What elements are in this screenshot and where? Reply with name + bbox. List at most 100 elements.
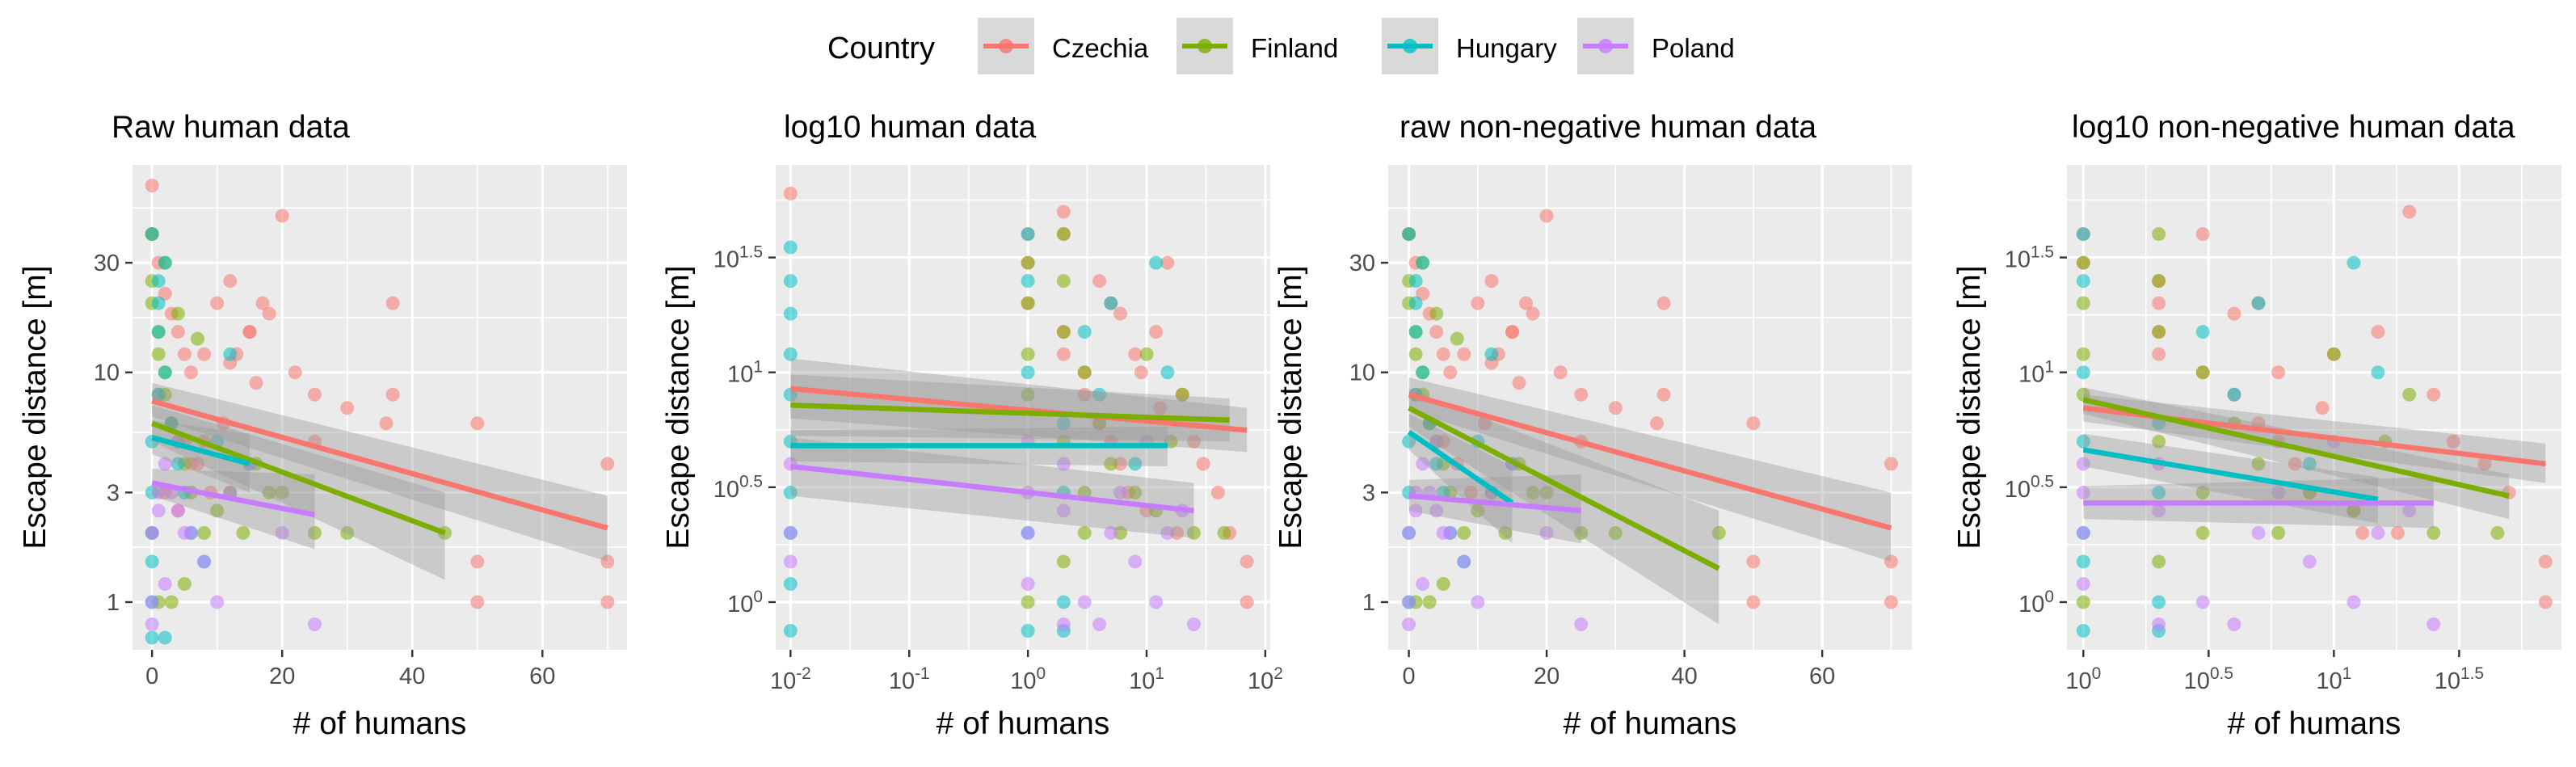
data-point	[2302, 457, 2317, 471]
y-tick-label-exp: 0	[2044, 588, 2054, 606]
data-point	[1240, 595, 1254, 609]
data-point	[2076, 457, 2090, 471]
data-point	[1160, 525, 1175, 540]
data-point	[1402, 525, 1416, 540]
data-point	[1422, 595, 1437, 609]
data-point	[145, 630, 159, 645]
data-point	[1539, 525, 1554, 540]
data-point	[379, 416, 394, 431]
x-tick-label: 40	[1671, 664, 1697, 689]
data-point	[307, 617, 322, 632]
data-point	[1746, 416, 1761, 431]
data-point	[1056, 227, 1071, 242]
data-point	[1217, 525, 1231, 540]
x-tick-label: 60	[529, 664, 555, 689]
data-point	[1160, 365, 1175, 380]
x-tick-label-base: 10	[2184, 668, 2210, 694]
data-point	[1104, 296, 1118, 310]
trend-line-hungary	[151, 435, 250, 466]
data-point	[1457, 554, 1471, 569]
legend-label: Poland	[1652, 33, 1735, 63]
data-point	[183, 525, 198, 540]
trend-line-finland	[2082, 397, 2510, 499]
data-point	[2076, 255, 2090, 270]
data-point	[2271, 365, 2286, 380]
data-point	[1484, 347, 1499, 361]
trend-line-hungary	[2082, 447, 2379, 503]
legend-label: Finland	[1251, 33, 1338, 63]
data-point	[2227, 617, 2241, 632]
data-point	[1711, 525, 1726, 540]
data-point	[340, 401, 355, 415]
panel-background	[133, 165, 627, 650]
legend-label: Czechia	[1052, 33, 1149, 63]
data-point	[1104, 457, 1118, 471]
data-point	[151, 325, 166, 339]
data-point	[2427, 525, 2441, 540]
legend-item-finland: Finland	[1176, 18, 1338, 74]
plot-area	[776, 165, 1270, 650]
data-point	[1170, 525, 1185, 540]
data-point	[2347, 595, 2361, 609]
data-point	[600, 554, 615, 569]
data-point	[1471, 504, 1485, 518]
data-point	[1416, 286, 1430, 301]
data-point	[1056, 325, 1071, 339]
y-tick-label-base: 10	[727, 362, 753, 388]
x-tick-label-base: 10	[2316, 668, 2342, 694]
data-point	[1408, 347, 1423, 361]
data-point	[1416, 255, 1430, 270]
data-point	[1429, 457, 1444, 471]
data-point	[2152, 504, 2166, 518]
data-point	[2427, 617, 2441, 632]
points-finland	[1021, 227, 1231, 609]
data-point	[1160, 255, 1175, 270]
data-point	[2076, 274, 2090, 289]
x-tick-label-exp: 2	[1273, 664, 1283, 683]
data-point	[1021, 387, 1035, 402]
data-point	[2288, 457, 2302, 471]
confidence-band-hungary	[1408, 414, 1513, 544]
x-tick-label: 10-2	[770, 664, 811, 694]
data-point	[2271, 525, 2286, 540]
y-tick-label: 101.5	[2005, 242, 2054, 272]
data-point	[2076, 525, 2090, 540]
y-tick-label: 3	[1362, 480, 1375, 506]
data-point	[600, 457, 615, 471]
y-tick-label: 100	[2018, 588, 2054, 617]
data-point	[1608, 525, 1623, 540]
legend-label: Hungary	[1456, 33, 1557, 63]
data-point	[1153, 401, 1168, 415]
data-point	[151, 274, 166, 289]
data-point	[1526, 306, 1540, 321]
y-tick-label: 100	[727, 588, 763, 617]
data-point	[1056, 457, 1071, 471]
data-point	[2152, 485, 2166, 499]
data-point	[1408, 274, 1423, 289]
legend-item-czechia: Czechia	[978, 18, 1149, 74]
data-point	[1113, 306, 1127, 321]
data-point	[1574, 617, 1589, 632]
trend-line-finland	[790, 402, 1230, 423]
panel-background	[2067, 165, 2561, 650]
data-point	[1436, 576, 1450, 591]
points-poland	[1402, 434, 1589, 632]
data-point	[197, 525, 212, 540]
data-point	[2152, 274, 2166, 289]
data-point	[158, 576, 172, 591]
x-tick-label: 100.5	[2184, 664, 2233, 694]
data-point	[1574, 387, 1589, 402]
x-tick-label-base: 10	[2435, 668, 2460, 694]
data-point	[470, 416, 485, 431]
data-point	[1402, 617, 1416, 632]
legend-key-point	[1198, 39, 1212, 53]
x-tick-label: 60	[1809, 664, 1835, 689]
trend-line-hungary	[1407, 429, 1514, 506]
data-point	[158, 457, 172, 471]
data-point	[1526, 485, 1540, 499]
trend-line-finland	[1408, 405, 1720, 571]
x-tick-label-base: 10	[1248, 668, 1273, 694]
